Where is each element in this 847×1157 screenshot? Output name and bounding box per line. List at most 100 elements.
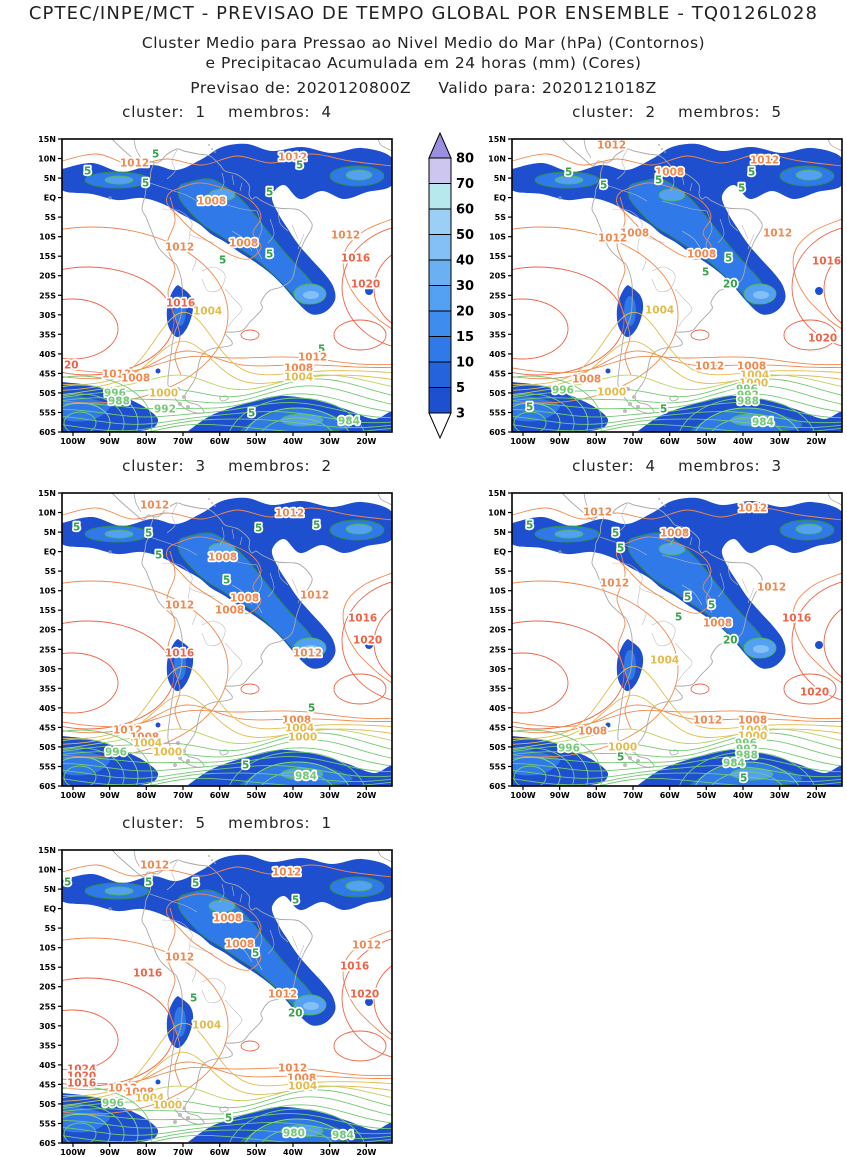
lat-axis-label: 45S xyxy=(39,723,56,732)
panel-title-cluster-5: cluster: 5 membros: 1 xyxy=(122,814,332,832)
precip-contour-label: 5 xyxy=(318,344,325,356)
country-border xyxy=(166,860,178,891)
pressure-contour-label: 984 xyxy=(338,416,360,428)
isobar-1012 xyxy=(616,196,632,376)
lon-axis-label: 40W xyxy=(733,791,753,800)
pressure-contour-label: 1012 xyxy=(278,1063,307,1075)
isobar-southern-1000 xyxy=(512,340,842,391)
isobar-1016-atlantic-high xyxy=(791,581,842,701)
pressure-contour-label: 996 xyxy=(558,743,580,755)
lat-axis-label: 35S xyxy=(39,330,56,339)
isobar-southern-980 xyxy=(62,1113,392,1130)
lon-axis-label: 20W xyxy=(356,791,376,800)
lon-axis-label: 100W xyxy=(60,437,86,446)
coastline xyxy=(583,139,592,159)
isobar-1012-pacific-high xyxy=(512,580,679,758)
isobar-southern-984 xyxy=(62,747,392,767)
isobar-southern-984 xyxy=(62,393,392,413)
pressure-contour-label: 1012 xyxy=(300,590,329,602)
isobar-1012 xyxy=(792,572,842,684)
isobar-1020-closed xyxy=(783,673,837,705)
lat-axis-label: 55S xyxy=(39,1120,56,1129)
isobar-southern-984 xyxy=(512,393,842,413)
isobar-sw-cyclone xyxy=(62,738,139,786)
coastline xyxy=(133,493,142,513)
isobar-1012 xyxy=(62,153,392,167)
island-mark xyxy=(214,505,216,507)
isobar-southern-968 xyxy=(145,423,392,432)
country-border xyxy=(211,554,258,566)
country-border xyxy=(239,893,243,903)
isobar-sw-cyclone xyxy=(512,384,589,432)
lat-axis-label: 10S xyxy=(489,587,506,596)
isobar-southern-988 xyxy=(512,739,842,759)
precip-heaviest-core xyxy=(303,291,319,299)
panel-title-cluster-1: cluster: 1 membros: 4 xyxy=(122,103,332,121)
precip-contour-label: 5 xyxy=(73,522,80,534)
galapagos-mark xyxy=(558,550,562,554)
isobar-1020-pacific-high xyxy=(512,652,569,714)
lat-axis-label: 10N xyxy=(488,155,506,164)
south-america-coastline xyxy=(141,502,313,768)
africa-coastline xyxy=(377,139,392,152)
isobar-se-trough xyxy=(694,407,800,432)
terrain-mark xyxy=(178,402,182,406)
isobar-1016-pacific-high xyxy=(62,620,175,730)
isobar-southern-1012 xyxy=(62,1066,392,1085)
isobar-se-trough xyxy=(260,771,334,786)
lat-axis-label: 5S xyxy=(495,213,507,222)
precip-contour-label: 5 xyxy=(740,773,747,785)
colorbar-tick-label: 15 xyxy=(456,330,474,345)
pressure-contour-label: 1016 xyxy=(340,961,369,973)
terrain-mark xyxy=(173,763,177,767)
central-america-coastline xyxy=(561,139,605,167)
lat-axis-label: 55S xyxy=(39,763,56,772)
lon-axis-label: 70W xyxy=(173,437,193,446)
isobar-southern-1000 xyxy=(62,340,392,391)
falklands-coastline xyxy=(219,395,229,402)
south-america-coastline xyxy=(591,148,763,414)
country-border xyxy=(616,503,628,534)
galapagos-mark xyxy=(558,196,562,200)
pressure-contour-label: 1012 xyxy=(165,600,194,612)
lat-axis-label: 10N xyxy=(38,509,56,518)
pressure-contour-label: 1020 xyxy=(350,989,379,1001)
country-border xyxy=(651,620,676,647)
lon-axis-label: 100W xyxy=(60,1148,86,1157)
central-america-coastline xyxy=(111,850,155,878)
lon-axis-label: 100W xyxy=(60,791,86,800)
isobar-se-trough xyxy=(244,1118,350,1143)
isobar-1016-atlantic-high xyxy=(341,581,392,701)
isobar-sw-cyclone xyxy=(63,1122,97,1143)
lon-axis-label: 30W xyxy=(320,791,340,800)
pressure-contour-label: 1008 xyxy=(620,228,649,240)
lat-axis-label: 10N xyxy=(38,866,56,875)
pressure-contour-label: 1012 xyxy=(165,952,194,964)
pressure-contour-label: 1016 xyxy=(782,613,811,625)
isobar-sw-cyclone xyxy=(62,402,111,432)
isobar-1020-atlantic-high xyxy=(373,965,392,1035)
country-border xyxy=(747,587,755,604)
pressure-contour-label: 988 xyxy=(736,750,758,762)
lon-axis-label: 80W xyxy=(586,791,606,800)
lat-axis-label: EQ xyxy=(494,194,506,203)
central-america-coastline xyxy=(111,493,155,521)
lon-axis-label: 80W xyxy=(136,791,156,800)
isobar-southern-988 xyxy=(62,739,392,759)
isobar-southern-992 xyxy=(62,378,392,399)
lat-axis-label: 45S xyxy=(489,723,506,732)
isobar-sw-cyclone xyxy=(512,747,575,786)
country-border xyxy=(231,885,235,897)
colorbar-segment xyxy=(428,183,452,210)
pressure-contour-label: 1008 xyxy=(215,605,244,617)
lat-axis-label: 15S xyxy=(489,252,506,261)
precip-contour-label: 5 xyxy=(702,267,709,279)
lat-axis-label: 60S xyxy=(489,782,506,791)
isobar-southern-988 xyxy=(62,1096,392,1116)
precip-heaviest-core xyxy=(303,645,319,653)
pressure-contour-label: 996 xyxy=(104,388,126,400)
